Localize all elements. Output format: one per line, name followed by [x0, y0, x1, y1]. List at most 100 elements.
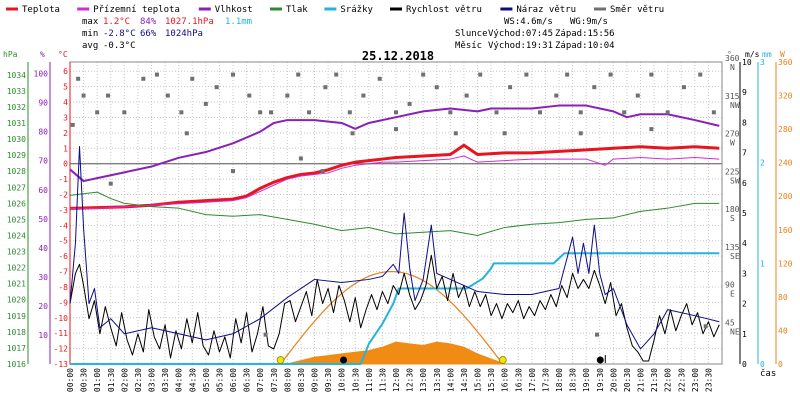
pressure-tick-label: 1016	[7, 360, 26, 369]
wind-dir-point	[453, 131, 458, 136]
wind-dir-point	[323, 85, 328, 90]
series-teplota	[69, 143, 720, 210]
solar-tick-label: 360	[778, 58, 793, 67]
wind-dir-point	[307, 110, 312, 115]
wind-dir-point	[649, 72, 654, 77]
rain-tick-label: 3	[760, 58, 765, 67]
sun-path-curve	[280, 270, 504, 365]
x-tick-label: 19:30	[596, 368, 605, 392]
wind-speed-tick-label: 1	[742, 330, 747, 339]
wind-dir-compass-label: W	[730, 139, 735, 148]
legend-label-prizemni-teplota: Přízemní teplota	[93, 5, 180, 15]
wind-dir-point	[434, 85, 439, 90]
pressure-tick-label: 1033	[7, 87, 26, 96]
pressure-tick-label: 1031	[7, 119, 26, 128]
stats-max-rain: 1.1mm	[225, 17, 252, 27]
wind-speed-tick-label: 5	[742, 209, 747, 218]
wind-dir-point	[70, 122, 75, 127]
wind-dir-point	[269, 110, 274, 115]
x-tick-label: 14:30	[460, 368, 469, 392]
pressure-tick-label: 1029	[7, 151, 26, 160]
wind-dir-compass-label: NW	[730, 101, 740, 110]
x-tick-label: 02:30	[134, 368, 143, 392]
axis-header-mm: mm	[762, 50, 772, 59]
wind-dir-point	[296, 72, 301, 77]
wind-dir-tick-label: 90	[725, 281, 735, 290]
humidity-tick-label: 30	[38, 273, 48, 282]
wind-dir-tick-label: 360	[725, 54, 740, 63]
solar-tick-label: 320	[778, 92, 793, 101]
x-tick-label: 10:00	[338, 368, 347, 392]
wind-speed-tick-label: 6	[742, 179, 747, 188]
humidity-tick-label: 80	[38, 128, 48, 137]
wind-dir-point	[502, 131, 507, 136]
x-tick-label: 07:30	[270, 368, 279, 392]
x-tick-label: 12:00	[392, 368, 401, 392]
humidity-tick-label: 100	[34, 70, 49, 79]
moon-rise: Východ:19:31	[488, 41, 553, 51]
chart-title: 25.12.2018	[362, 49, 434, 63]
wind-dir-point	[578, 110, 583, 115]
solar-area	[287, 341, 505, 365]
wind-dir-point	[76, 76, 81, 81]
wind-dir-point	[595, 332, 600, 337]
wind-dir-point	[106, 93, 111, 98]
pressure-tick-label: 1018	[7, 328, 26, 337]
wind-dir-point	[508, 85, 513, 90]
humidity-tick-label: 50	[38, 215, 48, 224]
x-tick-label: 21:00	[637, 368, 646, 392]
x-tick-label: 05:00	[202, 368, 211, 392]
temperature-tick-label: -2	[58, 191, 68, 200]
wind-dir-point	[394, 110, 398, 115]
axis-header-deg: °	[727, 50, 732, 59]
info-block: WS:4.6m/s WG:9m/s Slunce Východ:07:45 Zá…	[455, 17, 615, 51]
stats-block: max 1.2°C 84% 1027.1hPa 1.1mm min -2.8°C…	[82, 17, 252, 51]
pressure-tick-label: 1027	[7, 183, 26, 192]
pressure-tick-label: 1024	[7, 231, 26, 240]
wind-speed-tick-label: 2	[742, 300, 747, 309]
x-tick-label: 03:30	[161, 368, 170, 392]
solar-tick-label: 40	[778, 326, 788, 335]
wind-dir-compass-label: SW	[730, 176, 740, 185]
wind-gust-info: WG:9m/s	[570, 17, 608, 27]
x-tick-label: 14:00	[446, 368, 455, 392]
wind-dir-point	[698, 72, 703, 77]
x-tick-label: 13:30	[433, 368, 442, 392]
axis-header-ms: m/s	[745, 50, 760, 59]
legend-label-tlak: Tlak	[286, 5, 308, 15]
x-tick-label: 15:00	[474, 368, 483, 392]
wind-dir-point	[464, 93, 469, 98]
wind-dir-point	[108, 181, 113, 186]
sun-set: Západ:15:56	[555, 29, 615, 39]
wind-dir-point	[622, 110, 627, 115]
stats-avg-label: avg	[82, 41, 98, 51]
x-tick-label: 00:00	[66, 368, 75, 392]
wind-speed-tick-label: 3	[742, 269, 747, 278]
stats-min-temp: -2.8°C	[103, 29, 136, 39]
pressure-tick-label: 1028	[7, 167, 26, 176]
x-tick-label: 21:30	[650, 368, 659, 392]
wind-dir-point	[263, 332, 268, 337]
pressure-tick-label: 1021	[7, 280, 26, 289]
stats-min-hum: 66%	[140, 29, 157, 39]
x-tick-label: 16:00	[501, 368, 510, 392]
axes: 1016101710181019102010211022102310241025…	[7, 54, 793, 369]
wind-dir-point	[711, 110, 716, 115]
x-axis-title: čas	[760, 368, 776, 379]
plot-area	[69, 72, 720, 365]
wind-dir-tick-label: 45	[725, 318, 735, 327]
temperature-tick-label: -5	[58, 237, 68, 246]
temperature-tick-label: 5	[63, 83, 68, 92]
stats-min-label: min	[82, 29, 98, 39]
temperature-tick-label: 3	[63, 113, 68, 122]
x-tick-label: 11:00	[365, 368, 374, 392]
wind-dir-point	[95, 110, 100, 115]
wind-dir-point	[203, 101, 208, 106]
temperature-tick-label: -1	[58, 175, 68, 184]
moon-label: Měsíc	[455, 41, 482, 51]
x-tick-label: 10:30	[351, 368, 360, 392]
x-tick-label: 22:00	[664, 368, 673, 392]
series-srazky	[70, 252, 720, 365]
x-tick-label: 19:00	[582, 368, 591, 392]
wind-dir-point	[190, 76, 195, 81]
